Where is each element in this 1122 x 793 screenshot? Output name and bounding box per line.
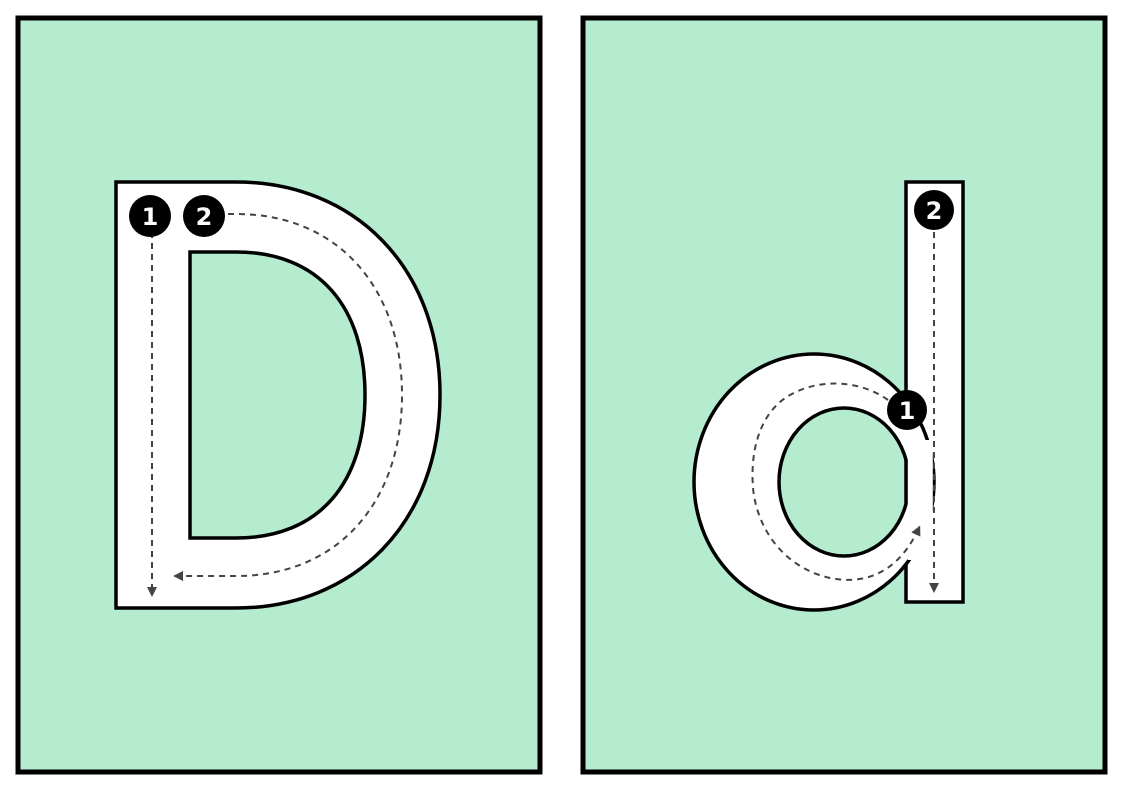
badge-circle (914, 190, 954, 230)
card-background (15, 15, 543, 775)
badge-number: 1 (899, 397, 916, 425)
badge-number: 2 (196, 203, 213, 231)
badge-circle (183, 195, 225, 237)
badge-circle (129, 195, 171, 237)
stroke-1-order-badge: 1 (887, 390, 927, 430)
uppercase-d-card: 1 2 (15, 15, 543, 775)
stroke-2-order-badge: 2 (914, 190, 954, 230)
badge-circle (887, 390, 927, 430)
stroke-1-order-badge: 1 (129, 195, 171, 237)
letter-d-lowercase-bowl (692, 352, 936, 612)
letter-d-uppercase-shape (114, 180, 442, 610)
badge-number: 2 (926, 197, 943, 225)
stroke-1-guide-arrow (751, 382, 921, 581)
stroke-2-order-badge: 2 (183, 195, 225, 237)
badge-number: 1 (142, 203, 159, 231)
lowercase-d-card: 2 1 (580, 15, 1108, 775)
